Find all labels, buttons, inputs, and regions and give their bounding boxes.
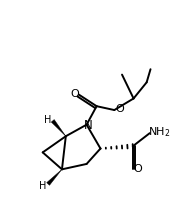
Text: H: H	[39, 181, 46, 190]
Text: H: H	[44, 115, 51, 125]
Polygon shape	[47, 169, 62, 185]
Text: O: O	[70, 89, 79, 99]
Text: N: N	[84, 119, 93, 132]
Text: NH$_2$: NH$_2$	[148, 125, 171, 139]
Text: O: O	[133, 164, 142, 174]
Text: O: O	[115, 104, 124, 114]
Polygon shape	[51, 120, 66, 136]
